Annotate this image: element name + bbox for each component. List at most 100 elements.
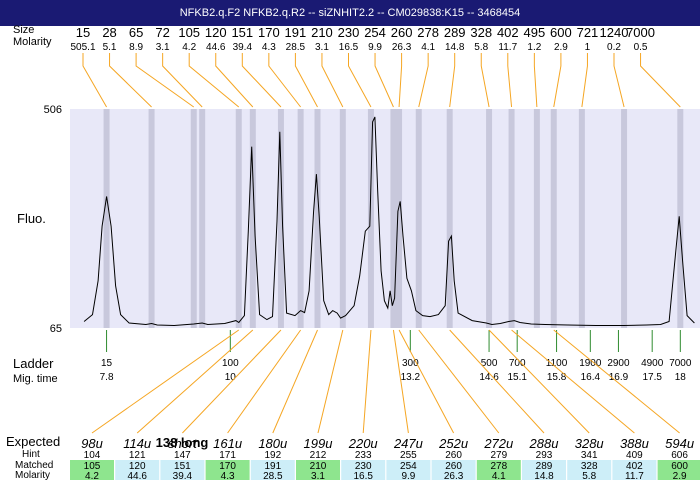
molarity-value: 44.6 bbox=[206, 42, 226, 53]
peak-band-0 bbox=[103, 109, 110, 328]
molarity2-value: 44.6 bbox=[127, 471, 147, 480]
ladder-size: 700 bbox=[509, 358, 526, 369]
hint-value: 171 bbox=[219, 450, 236, 461]
size-value: 7000 bbox=[626, 25, 655, 40]
size-connector bbox=[321, 53, 344, 108]
size-connector bbox=[398, 53, 403, 108]
expected-connector bbox=[511, 329, 635, 434]
size-connector bbox=[507, 53, 513, 108]
matched-cell bbox=[612, 460, 657, 480]
hint-value: 192 bbox=[264, 450, 281, 461]
size-value: 600 bbox=[550, 25, 572, 40]
size-connector bbox=[613, 53, 625, 108]
molarity-value: 14.8 bbox=[445, 42, 465, 53]
expected-label-value: 288u bbox=[529, 436, 559, 451]
expected-label-value: 180u bbox=[258, 436, 287, 451]
matched-cell bbox=[567, 460, 612, 480]
matched-cell bbox=[70, 460, 114, 480]
peak-band-11 bbox=[390, 109, 397, 328]
matched-value: 151 bbox=[174, 461, 191, 472]
size-connector bbox=[581, 53, 588, 108]
expected-connector bbox=[136, 329, 254, 434]
peak-band-13 bbox=[415, 109, 422, 328]
size-value: 254 bbox=[364, 25, 386, 40]
size-connector bbox=[215, 53, 254, 108]
ladder-time: 10 bbox=[225, 372, 237, 383]
molarity-value: 3.1 bbox=[156, 42, 170, 53]
matched-value: 260 bbox=[445, 461, 462, 472]
expected-label-value: 252u bbox=[438, 436, 468, 451]
ladder-time: 16.9 bbox=[609, 372, 629, 383]
molarity-value: 11.7 bbox=[498, 42, 517, 53]
expected-connector bbox=[182, 329, 282, 434]
matched-cell bbox=[522, 460, 566, 480]
expected-label-value: short bbox=[168, 436, 198, 451]
expected-connector bbox=[362, 329, 372, 434]
ladder-time: 17.5 bbox=[642, 372, 662, 383]
size-connector bbox=[374, 53, 394, 108]
matched-value: 328 bbox=[581, 461, 598, 472]
molarity-value: 0.2 bbox=[607, 42, 621, 53]
matched-value: 600 bbox=[671, 461, 688, 472]
peak-band-5 bbox=[249, 109, 256, 328]
peak-band-19 bbox=[578, 109, 585, 328]
molarity-value: 1.2 bbox=[527, 42, 541, 53]
expected-connector bbox=[488, 329, 590, 434]
hint-value: 606 bbox=[671, 450, 688, 461]
molarity-value: 16.5 bbox=[339, 42, 359, 53]
expected-connector bbox=[317, 329, 344, 434]
matched-value: 105 bbox=[84, 461, 101, 472]
molarity-row-label: Molarity bbox=[13, 36, 52, 48]
ladder-size: 300 bbox=[402, 358, 419, 369]
hint-value: 121 bbox=[129, 450, 146, 461]
peak-band-14 bbox=[446, 109, 453, 328]
size-connector bbox=[268, 53, 302, 108]
ladder-time: 14.6 bbox=[479, 372, 499, 383]
molarity-value: 3.1 bbox=[315, 42, 329, 53]
hint-label: Hint bbox=[22, 449, 40, 460]
size-value: 28 bbox=[102, 25, 116, 40]
peak-band-9 bbox=[339, 109, 346, 328]
molarity2-value: 9.9 bbox=[401, 471, 415, 480]
ladder-time: 18 bbox=[675, 372, 687, 383]
size-value: 260 bbox=[391, 25, 413, 40]
molarity2-value: 39.4 bbox=[173, 471, 193, 480]
expected-label-value: 114u bbox=[123, 436, 151, 451]
matched-cell bbox=[205, 460, 250, 480]
matched-cell bbox=[296, 460, 340, 480]
matched-value: 278 bbox=[490, 461, 507, 472]
size-value: 278 bbox=[417, 25, 439, 40]
expected-connector bbox=[553, 329, 680, 434]
peak-band-12 bbox=[396, 109, 403, 328]
size-value: 151 bbox=[231, 25, 253, 40]
molarity2-value: 5.8 bbox=[582, 471, 596, 480]
matched-value: 289 bbox=[536, 461, 553, 472]
peak-band-17 bbox=[533, 109, 540, 328]
molarity-value: 26.3 bbox=[392, 42, 412, 53]
y-tick-max: 506 bbox=[44, 104, 62, 116]
ladder-size: 500 bbox=[481, 358, 498, 369]
hint-value: 212 bbox=[310, 450, 327, 461]
molarity2-value: 16.5 bbox=[353, 471, 373, 480]
matched-value: 210 bbox=[310, 461, 327, 472]
molarity-value: 1 bbox=[585, 42, 591, 53]
matched-cell bbox=[341, 460, 386, 480]
expected-label-value: 594u bbox=[665, 436, 694, 451]
ladder-time: 13.2 bbox=[401, 372, 421, 383]
hint-value: 409 bbox=[626, 450, 643, 461]
size-value: 289 bbox=[444, 25, 466, 40]
matched-value: 402 bbox=[626, 461, 643, 472]
fluorescence-trace bbox=[83, 116, 695, 327]
size-connector bbox=[348, 53, 372, 108]
peak-band-16 bbox=[508, 109, 515, 328]
size-connector bbox=[162, 53, 203, 108]
size-value: 402 bbox=[497, 25, 519, 40]
molarity2-value: 4.1 bbox=[492, 471, 506, 480]
matched-value: 120 bbox=[129, 461, 146, 472]
size-connector bbox=[418, 53, 429, 108]
molarity-value: 8.9 bbox=[129, 42, 143, 53]
molarity-value: 39.4 bbox=[233, 42, 253, 53]
size-connector bbox=[109, 53, 152, 108]
ladder-size: 4900 bbox=[641, 358, 664, 369]
size-connector bbox=[449, 53, 456, 108]
